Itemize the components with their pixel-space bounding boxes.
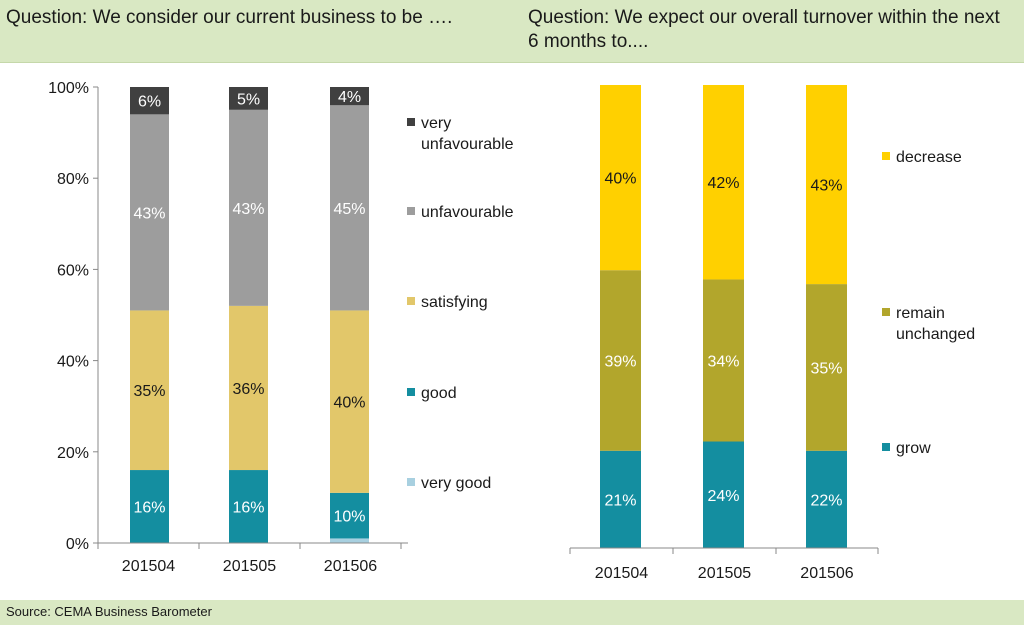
y-tick-label: 80% <box>57 171 89 188</box>
bar-satisfying-201504 <box>130 310 169 471</box>
right-chart-question: Question: We expect our overall turnover… <box>528 7 1000 52</box>
bar-good-201506 <box>330 492 369 539</box>
bar-unfavourable-201504 <box>130 114 169 311</box>
bar-very-good-201506 <box>330 538 369 543</box>
data-label-very-unfavourable-201506: 4% <box>338 89 361 106</box>
header-bar <box>0 0 1024 63</box>
legend-swatch-remain-unchanged <box>882 308 890 316</box>
legend-swatch-unfavourable <box>407 207 415 215</box>
bar-satisfying-201506 <box>330 310 369 493</box>
data-label-remain-unchanged-201506: 35% <box>810 360 842 377</box>
data-label-very-unfavourable-201504: 6% <box>138 94 161 111</box>
data-label-very-unfavourable-201505: 5% <box>237 91 260 108</box>
bar-very-unfavourable-201506 <box>330 87 369 106</box>
footer-bar <box>0 600 1024 625</box>
legend-label-very-unfavourable: very <box>421 115 451 132</box>
data-label-unfavourable-201504: 43% <box>133 205 165 222</box>
legend-label-good: good <box>421 385 457 402</box>
legend-label-very-good: very good <box>421 475 491 492</box>
x-tick-label: 201506 <box>324 558 377 575</box>
data-label-unfavourable-201506: 45% <box>333 201 365 218</box>
y-tick-label: 40% <box>57 354 89 371</box>
legend-label-unfavourable: unfavourable <box>421 204 514 221</box>
legend-label-remain-unchanged: unchanged <box>896 326 975 343</box>
legend-swatch-grow <box>882 443 890 451</box>
data-label-remain-unchanged-201505: 34% <box>707 353 739 370</box>
data-label-grow-201506: 22% <box>810 492 842 509</box>
data-label-satisfying-201504: 35% <box>133 383 165 400</box>
x-tick-label: 201505 <box>698 565 751 582</box>
data-label-unfavourable-201505: 43% <box>232 201 264 218</box>
legend-swatch-decrease <box>882 152 890 160</box>
legend-label-remain-unchanged: remain <box>896 305 945 322</box>
bar-decrease-201506 <box>806 85 847 285</box>
legend-label-decrease: decrease <box>896 149 962 166</box>
bar-remain-unchanged-201506 <box>806 284 847 451</box>
bar-satisfying-201505 <box>229 305 268 471</box>
source-note: Source: CEMA Business Barometer <box>6 604 212 619</box>
data-label-satisfying-201506: 40% <box>333 395 365 412</box>
legend-label-grow: grow <box>896 440 931 457</box>
bar-decrease-201504 <box>600 85 641 271</box>
bar-very-unfavourable-201505 <box>229 87 268 110</box>
x-tick-label: 201504 <box>595 565 648 582</box>
y-tick-label: 100% <box>48 80 89 97</box>
bar-good-201505 <box>229 470 268 543</box>
bar-unfavourable-201506 <box>330 105 369 311</box>
x-tick-label: 201505 <box>223 558 276 575</box>
data-label-grow-201504: 21% <box>604 492 636 509</box>
legend-swatch-very-good <box>407 478 415 486</box>
data-label-satisfying-201505: 36% <box>232 381 264 398</box>
bar-grow-201504 <box>600 450 641 548</box>
x-tick-label: 201504 <box>122 558 175 575</box>
legend-label-very-unfavourable: unfavourable <box>421 136 514 153</box>
bar-remain-unchanged-201505 <box>703 279 744 442</box>
bar-remain-unchanged-201504 <box>600 270 641 451</box>
data-label-decrease-201506: 43% <box>810 178 842 195</box>
data-label-good-201506: 10% <box>333 509 365 526</box>
bar-very-unfavourable-201504 <box>130 87 169 115</box>
y-tick-label: 60% <box>57 262 89 279</box>
data-label-grow-201505: 24% <box>707 488 739 505</box>
data-label-decrease-201504: 40% <box>604 171 636 188</box>
left-chart-question: Question: We consider our current busine… <box>6 7 453 28</box>
x-tick-label: 201506 <box>800 565 853 582</box>
bar-good-201504 <box>130 470 169 543</box>
bar-grow-201506 <box>806 450 847 548</box>
legend-label-satisfying: satisfying <box>421 294 488 311</box>
bar-unfavourable-201505 <box>229 109 268 306</box>
legend-swatch-very-unfavourable <box>407 118 415 126</box>
y-tick-label: 20% <box>57 445 89 462</box>
data-label-remain-unchanged-201504: 39% <box>604 353 636 370</box>
data-label-good-201505: 16% <box>232 500 264 517</box>
bar-decrease-201505 <box>703 85 744 280</box>
data-label-decrease-201505: 42% <box>707 175 739 192</box>
bar-grow-201505 <box>703 441 744 548</box>
legend-swatch-good <box>407 388 415 396</box>
data-label-good-201504: 16% <box>133 500 165 517</box>
legend-swatch-satisfying <box>407 297 415 305</box>
y-tick-label: 0% <box>66 536 89 553</box>
